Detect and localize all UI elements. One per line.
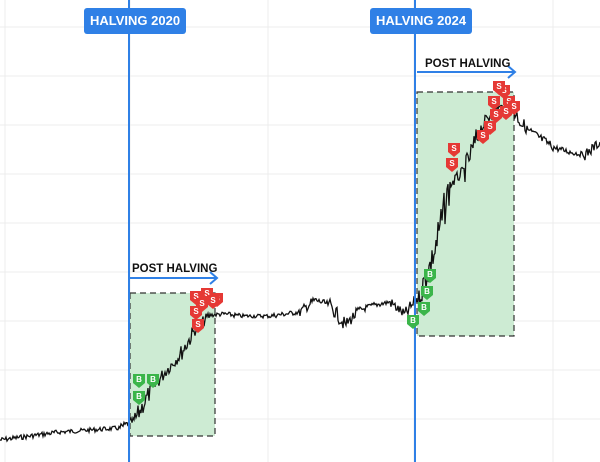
sell-marker-text: S xyxy=(503,107,509,116)
buy-marker-text: B xyxy=(410,316,416,325)
halving-2020-label: HALVING 2020 xyxy=(84,8,187,34)
buy-marker-text: B xyxy=(427,270,433,279)
buy-marker-text: B xyxy=(136,392,142,401)
buy-marker xyxy=(133,391,145,405)
buy-marker xyxy=(421,286,433,300)
sell-marker-text: S xyxy=(451,144,457,153)
sell-marker xyxy=(448,143,460,157)
sell-marker-text: S xyxy=(511,102,517,111)
sell-marker-text: S xyxy=(480,131,486,140)
buy-marker xyxy=(133,374,145,388)
sell-marker xyxy=(190,306,202,320)
buy-marker xyxy=(424,269,436,283)
post-halving-2020-label: POST HALVING xyxy=(132,263,218,275)
sell-marker-text: S xyxy=(449,159,455,168)
sell-marker-text: S xyxy=(210,296,216,305)
sell-marker-text: S xyxy=(199,299,205,308)
sell-marker xyxy=(477,130,489,144)
sell-marker xyxy=(490,109,502,123)
buy-marker xyxy=(418,302,430,316)
buy-marker-text: B xyxy=(136,375,142,384)
sell-marker-text: S xyxy=(493,110,499,119)
buy-marker xyxy=(407,315,419,329)
sell-marker xyxy=(493,81,505,95)
buy-marker-text: B xyxy=(421,303,427,312)
post-halving-2024-label: POST HALVING xyxy=(425,58,511,70)
arrow-head-icon xyxy=(209,271,219,285)
sell-marker xyxy=(488,96,500,110)
sell-marker-text: S xyxy=(491,97,497,106)
sell-marker xyxy=(446,158,458,172)
arrow-head-icon xyxy=(507,65,517,79)
sell-marker-text: S xyxy=(195,320,201,329)
sell-marker xyxy=(500,106,512,120)
buy-marker-text: B xyxy=(150,375,156,384)
sell-marker-text: S xyxy=(487,122,493,131)
sell-marker-text: S xyxy=(193,292,199,301)
sell-marker-text: S xyxy=(204,289,210,298)
sell-marker xyxy=(484,121,496,135)
buy-marker-text: B xyxy=(424,287,430,296)
sell-marker-text: S xyxy=(496,82,502,91)
buy-marker xyxy=(147,374,159,388)
sell-marker xyxy=(207,295,219,309)
halving-2024-label: HALVING 2024 xyxy=(370,8,473,34)
sell-marker-text: S xyxy=(193,307,199,316)
post-halving-zone-2024 xyxy=(416,91,515,337)
sell-marker xyxy=(192,319,204,333)
